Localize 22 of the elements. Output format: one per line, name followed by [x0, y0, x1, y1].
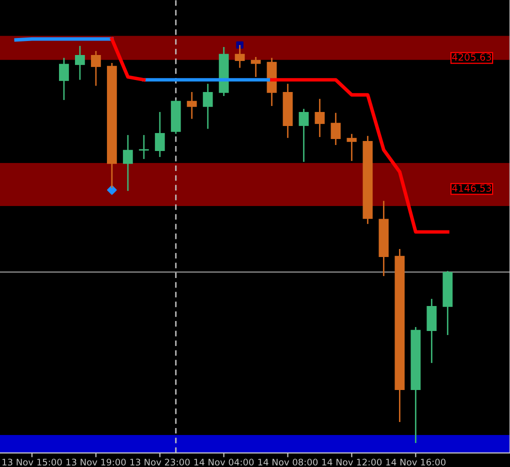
candlestick	[298, 108, 309, 163]
x-tick-label: 14 Nov 12:00	[322, 458, 382, 466]
candlestick	[58, 57, 69, 101]
candlestick	[154, 111, 165, 158]
candlestick	[90, 50, 101, 87]
candlestick	[314, 98, 325, 138]
candlestick	[186, 91, 197, 120]
candlestick	[250, 56, 261, 78]
candlestick	[122, 134, 133, 192]
x-tick-label: 13 Nov 15:00	[2, 458, 62, 466]
x-tick-label: 13 Nov 19:00	[66, 458, 126, 466]
candlestick	[74, 45, 85, 81]
candlestick	[202, 83, 213, 130]
candlestick	[138, 134, 150, 160]
candlestick	[346, 133, 357, 162]
x-tick-label: 13 Nov 23:00	[130, 458, 190, 466]
x-tick-label: 14 Nov 16:00	[386, 458, 446, 466]
x-tick-label: 14 Nov 08:00	[258, 458, 318, 466]
candlestick	[330, 112, 341, 146]
y-tick-label: 4146.53	[452, 184, 492, 192]
y-tick-label: 4205.63	[452, 53, 492, 61]
x-tick-label: 14 Nov 04:00	[194, 458, 254, 466]
